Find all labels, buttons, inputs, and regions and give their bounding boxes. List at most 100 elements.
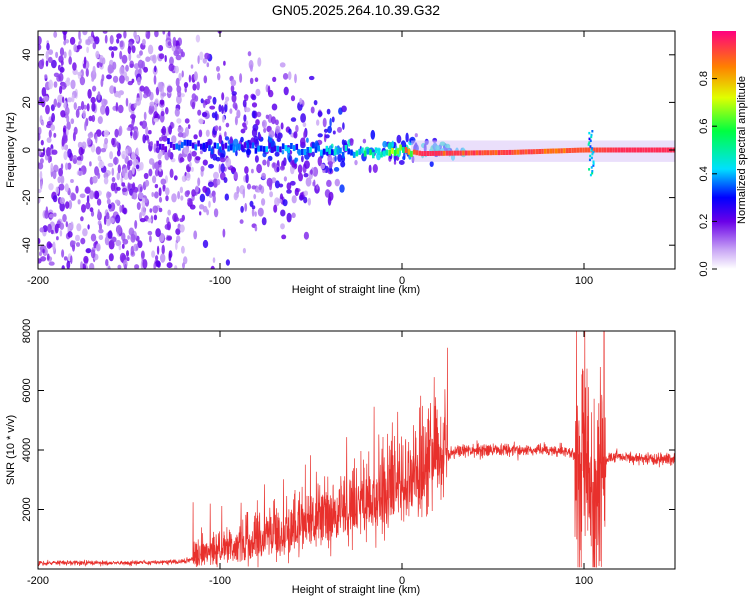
spectrogram-point — [44, 74, 48, 79]
spectrogram-point — [65, 221, 69, 228]
spectrogram-point — [101, 98, 107, 108]
spectrogram-point — [48, 79, 53, 90]
carrier-spike — [592, 150, 595, 154]
carrier-segment — [306, 147, 309, 153]
carrier-spike — [590, 156, 593, 160]
carrier-segment — [232, 146, 236, 153]
spectrogram-point — [268, 130, 275, 138]
spectrogram-point — [161, 244, 165, 255]
carrier-segment — [524, 149, 528, 155]
spectrogram-point — [245, 107, 251, 113]
spectrogram-point — [107, 162, 114, 168]
carrier-segment — [202, 142, 206, 149]
spectrogram-point — [115, 102, 119, 112]
spectrogram-point — [282, 199, 288, 207]
carrier-segment — [391, 147, 394, 154]
spectrogram-point — [207, 95, 212, 100]
spectrogram-point — [271, 103, 278, 111]
colorbar-gradient — [712, 31, 736, 269]
spectrogram-point — [320, 163, 326, 170]
spectrogram-point — [206, 62, 210, 68]
spectrogram-point — [291, 212, 296, 219]
spectrogram-point — [116, 38, 120, 44]
spectrogram-point — [94, 190, 100, 200]
spectrogram-point — [83, 104, 87, 110]
carrier-spike — [590, 149, 593, 152]
spectrogram-point — [119, 40, 124, 48]
spectrogram-point — [76, 156, 82, 161]
spectrogram-point — [268, 181, 273, 191]
spectrogram-point — [90, 249, 96, 259]
x-tick-label: 0 — [399, 275, 405, 287]
spectrogram-point — [143, 111, 147, 121]
spectrogram-point — [154, 65, 157, 73]
spectrogram-point — [175, 54, 182, 61]
spectrogram-point — [81, 141, 87, 150]
spectrogram-point — [429, 161, 434, 167]
spectrogram-point — [212, 257, 216, 263]
spectrogram-point — [102, 57, 106, 65]
carrier-segment — [453, 150, 457, 156]
carrier-segment — [388, 149, 391, 156]
carrier-segment — [601, 147, 604, 153]
spectrogram-point — [96, 61, 101, 68]
spectrogram-point — [57, 94, 64, 103]
spectrogram-point — [155, 86, 160, 96]
spectrogram-point — [275, 125, 281, 135]
carrier-segment — [281, 143, 285, 150]
spectrogram-point — [82, 110, 86, 119]
spectrogram-point — [51, 112, 55, 123]
spectrogram-point — [41, 120, 45, 126]
carrier-segment — [552, 148, 555, 154]
carrier-segment — [227, 145, 230, 152]
spectrogram-point — [303, 190, 308, 196]
spectrogram-point — [245, 148, 252, 156]
spectrogram-point — [203, 75, 208, 84]
spectrogram-point — [230, 85, 235, 93]
spectrogram-point — [199, 119, 203, 125]
spectrogram-point — [117, 264, 122, 269]
spectrogram-point — [188, 291, 194, 298]
spectrogram-point — [269, 191, 273, 198]
y-tick-label: 20 — [21, 96, 33, 108]
spectrogram-point — [121, 150, 127, 160]
spectrogram-point — [199, 51, 204, 61]
spectrogram-point — [253, 193, 257, 200]
carrier-segment — [284, 145, 288, 152]
spectrogram-point — [172, 36, 177, 47]
spectrogram-point — [261, 198, 266, 206]
carrier-segment — [172, 143, 176, 150]
spectrogram-point — [290, 117, 297, 122]
spectrogram-point — [229, 136, 233, 146]
spectrogram-point — [67, 148, 72, 158]
spectrogram-point — [286, 212, 292, 223]
spectrogram-point — [63, 100, 67, 109]
spectrogram-point — [86, 38, 91, 46]
spectrogram-point — [179, 218, 184, 223]
carrier-segment — [440, 150, 443, 156]
spectrogram-point — [108, 253, 114, 262]
spectrogram-point — [70, 79, 76, 90]
spectrogram-point — [289, 180, 296, 186]
spectrogram-point — [68, 49, 72, 58]
spectrogram-point — [280, 122, 284, 130]
spectrogram-point — [80, 261, 84, 269]
carrier-segment — [464, 150, 468, 156]
spectrogram-point — [132, 130, 138, 141]
spectrogram-point — [179, 186, 184, 194]
spectrogram-point — [131, 119, 135, 127]
spectrogram-point — [175, 228, 181, 236]
spectrogram-point — [191, 150, 197, 157]
carrier-segment — [216, 143, 219, 150]
spectrogram-point — [127, 160, 131, 171]
spectrogram-point — [161, 125, 167, 136]
spectrogram-point — [91, 77, 95, 82]
x-tick-label: 100 — [575, 575, 593, 587]
spectrogram-point — [129, 63, 134, 68]
carrier-spike — [592, 160, 595, 163]
spectrogram-point — [208, 200, 211, 208]
spectrogram-point — [139, 186, 143, 193]
spectrogram-point — [153, 111, 159, 120]
spectrogram-point — [89, 161, 92, 167]
spectrogram-point — [255, 88, 261, 97]
